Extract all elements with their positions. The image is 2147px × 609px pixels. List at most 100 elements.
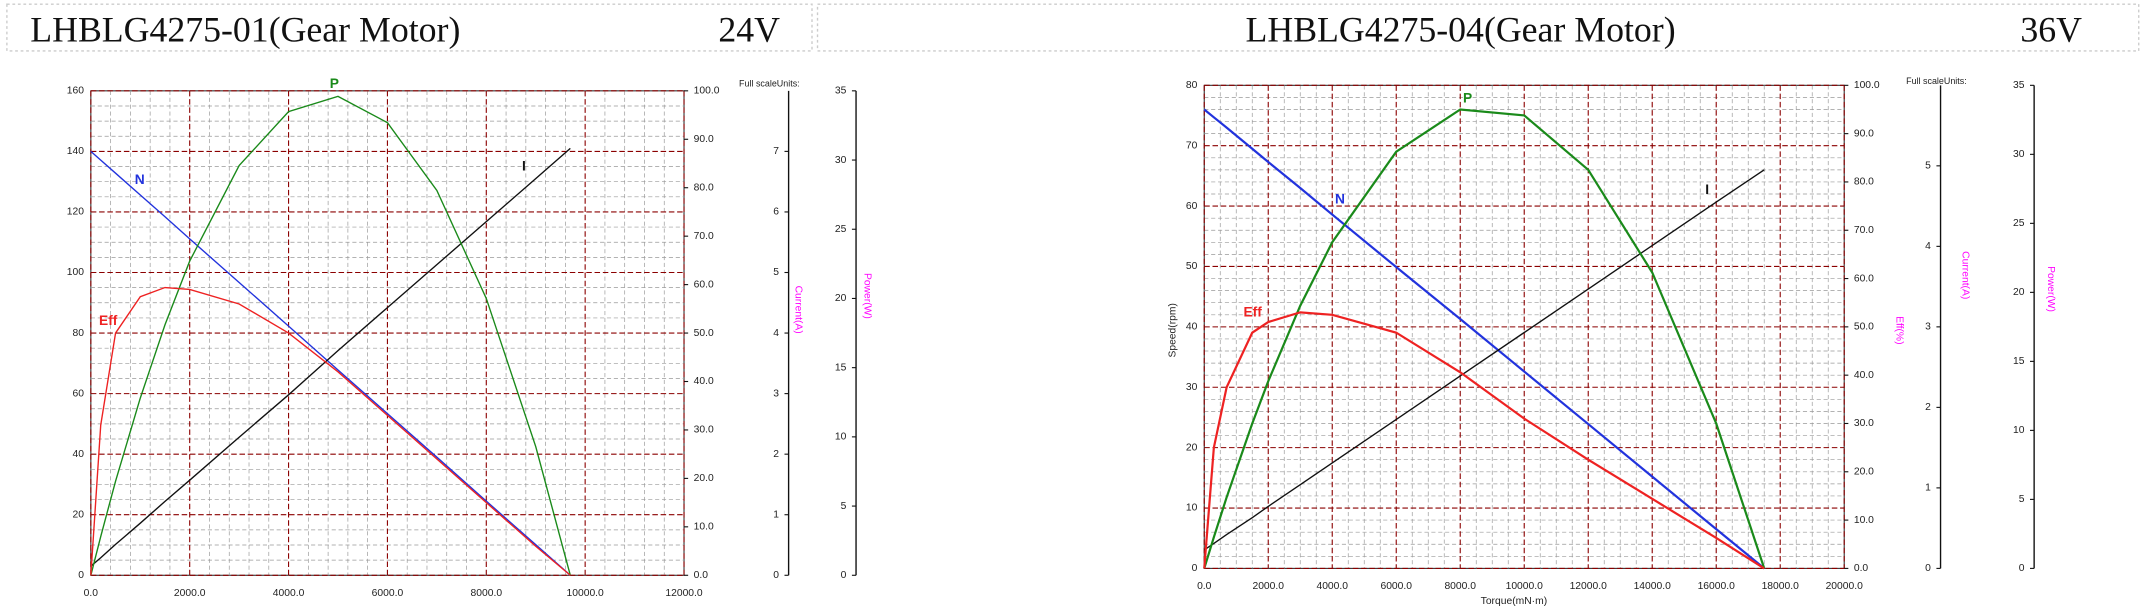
y2-tick-label: 50.0 bbox=[694, 328, 714, 339]
series-line bbox=[1203, 169, 1765, 551]
x-tick-label: 6000.0 bbox=[1380, 581, 1412, 592]
y-tick-label: 160 bbox=[67, 86, 84, 97]
header-box bbox=[6, 3, 813, 52]
x-tick-label: 4000.0 bbox=[273, 588, 305, 599]
x-tick-label: 6000.0 bbox=[372, 588, 404, 599]
x-tick-label: 2000.0 bbox=[174, 588, 206, 599]
y2-tick-label: 60.0 bbox=[1854, 273, 1874, 284]
x-tick-label: 12000.0 bbox=[1570, 581, 1608, 592]
y2-tick-label: 90.0 bbox=[1854, 128, 1874, 139]
y4-tick-label: 0 bbox=[2019, 563, 2025, 574]
y2-tick-label: 80.0 bbox=[1854, 177, 1874, 188]
chart-title: LHBLG4275-04(Gear Motor) bbox=[1246, 9, 1676, 49]
y2-tick-label: 60.0 bbox=[694, 279, 714, 290]
y3-tick-label: 3 bbox=[773, 388, 779, 399]
y4-tick-label: 30 bbox=[2013, 149, 2025, 160]
y4-tick-label: 10 bbox=[835, 432, 847, 443]
y4-tick-label: 25 bbox=[2013, 218, 2025, 229]
curve-label: I bbox=[522, 158, 526, 173]
y-tick-label: 10 bbox=[1186, 503, 1198, 514]
curve-label: N bbox=[135, 172, 145, 187]
y2-tick-label: 100.0 bbox=[1854, 80, 1880, 91]
y-tick-label: 0 bbox=[78, 570, 84, 581]
x-tick-label: 8000.0 bbox=[471, 588, 503, 599]
x-tick-label: 2000.0 bbox=[1252, 581, 1284, 592]
x-tick-label: 10000.0 bbox=[1506, 581, 1544, 592]
series-line bbox=[1203, 108, 1766, 569]
y2-tick-label: 70.0 bbox=[1854, 225, 1874, 236]
y4-tick-label: 5 bbox=[2019, 494, 2025, 505]
y2-tick-label: 10.0 bbox=[694, 522, 714, 533]
y3-tick-label: 3 bbox=[1925, 322, 1931, 333]
y4-tick-label: 0 bbox=[841, 570, 847, 581]
y4-tick-label: 15 bbox=[835, 362, 847, 373]
x-tick-label: 20000.0 bbox=[1826, 581, 1864, 592]
series-line bbox=[90, 95, 571, 576]
y2-tick-label: 90.0 bbox=[694, 134, 714, 145]
x-axis-title: Torque(mN·m) bbox=[1481, 596, 1547, 607]
y-tick-label: 100 bbox=[67, 267, 84, 278]
axis-title: Current(A) bbox=[793, 286, 804, 334]
y-tick-label: 70 bbox=[1186, 140, 1198, 151]
x-tick-label: 4000.0 bbox=[1316, 581, 1348, 592]
series-line bbox=[1203, 311, 1765, 570]
y3-tick-label: 4 bbox=[1925, 241, 1931, 252]
y4-tick-label: 10 bbox=[2013, 425, 2025, 436]
x-tick-label: 0.0 bbox=[84, 588, 99, 599]
series-line bbox=[90, 286, 571, 576]
axis-title: Speed(rpm) bbox=[1167, 303, 1178, 357]
y4-tick-label: 35 bbox=[835, 86, 847, 97]
y2-tick-label: 40.0 bbox=[1854, 370, 1874, 381]
curve-label: P bbox=[330, 76, 339, 91]
voltage: 36V bbox=[2020, 9, 2082, 49]
y3-tick-label: 1 bbox=[1925, 483, 1931, 494]
y-tick-label: 120 bbox=[67, 207, 84, 218]
y2-tick-label: 100.0 bbox=[694, 86, 720, 97]
y2-tick-label: 10.0 bbox=[1854, 515, 1874, 526]
y3-tick-label: 7 bbox=[773, 146, 779, 157]
series-line bbox=[1203, 108, 1765, 570]
y2-tick-label: 30.0 bbox=[694, 425, 714, 436]
y2-tick-label: 0.0 bbox=[694, 570, 709, 581]
voltage: 24V bbox=[718, 9, 780, 49]
y2-tick-label: 0.0 bbox=[1854, 563, 1869, 574]
x-tick-label: 8000.0 bbox=[1444, 581, 1476, 592]
y4-tick-label: 20 bbox=[835, 293, 847, 304]
chart-title: LHBLG4275-01(Gear Motor) bbox=[30, 9, 460, 49]
y-tick-label: 20 bbox=[1186, 442, 1198, 453]
y-tick-label: 60 bbox=[72, 388, 84, 399]
y2-tick-label: 20.0 bbox=[1854, 467, 1874, 478]
axis-title: Eff(%) bbox=[1894, 316, 1905, 344]
y2-tick-label: 20.0 bbox=[694, 473, 714, 484]
x-tick-label: 14000.0 bbox=[1634, 581, 1672, 592]
y2-tick-label: 80.0 bbox=[694, 182, 714, 193]
axis-title: Power(W) bbox=[861, 273, 872, 319]
y4-tick-label: 20 bbox=[2013, 287, 2025, 298]
curve-label: I bbox=[1705, 182, 1709, 197]
y3-tick-label: 0 bbox=[773, 570, 779, 581]
y3-tick-label: 5 bbox=[1925, 161, 1931, 172]
header-box bbox=[816, 3, 2140, 52]
curve-label: Eff bbox=[99, 313, 118, 328]
y-tick-label: 60 bbox=[1186, 201, 1198, 212]
y3-tick-label: 4 bbox=[773, 328, 779, 339]
y3-tick-label: 2 bbox=[1925, 402, 1931, 413]
y-tick-label: 40 bbox=[72, 449, 84, 460]
y3-tick-label: 5 bbox=[773, 267, 779, 278]
y-tick-label: 30 bbox=[1186, 382, 1198, 393]
y3-tick-label: 1 bbox=[773, 509, 779, 520]
axis-title: Current(A) bbox=[1960, 251, 1971, 299]
y2-tick-label: 70.0 bbox=[694, 231, 714, 242]
x-tick-label: 0.0 bbox=[1197, 581, 1212, 592]
scale-note: Full scaleUnits: bbox=[1906, 76, 1967, 86]
y-tick-label: 20 bbox=[72, 509, 84, 520]
y-tick-label: 0 bbox=[1192, 563, 1198, 574]
curve-label: N bbox=[1335, 192, 1345, 207]
x-tick-label: 12000.0 bbox=[665, 588, 703, 599]
y-tick-label: 40 bbox=[1186, 322, 1198, 333]
x-tick-label: 18000.0 bbox=[1762, 581, 1800, 592]
y4-tick-label: 15 bbox=[2013, 356, 2025, 367]
y4-tick-label: 35 bbox=[2013, 80, 2025, 91]
y4-tick-label: 25 bbox=[835, 224, 847, 235]
